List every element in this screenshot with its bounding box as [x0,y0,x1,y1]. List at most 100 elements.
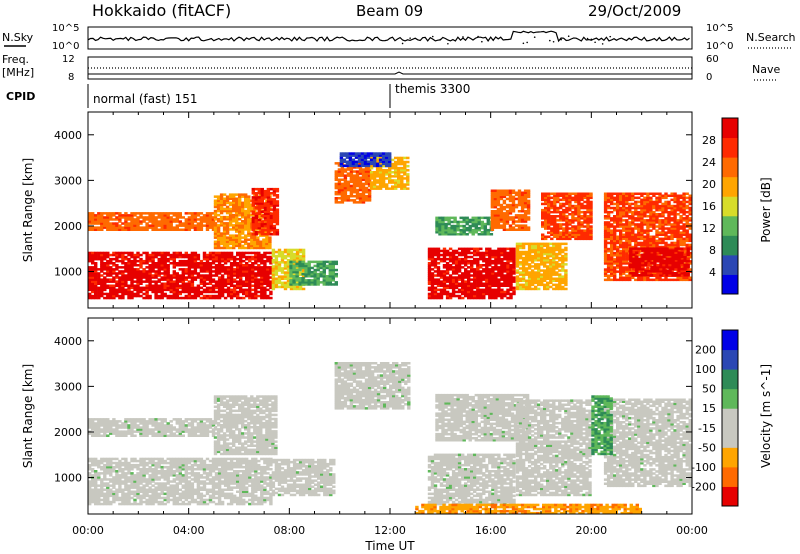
range-time-cell [637,200,641,204]
range-time-cell [263,255,267,259]
range-time-cell [462,231,466,234]
range-time-cell [438,222,442,226]
range-time-cell [124,290,128,294]
range-time-cell [211,251,216,255]
range-time-cell [394,173,398,176]
range-time-cell [476,264,480,267]
range-time-cell [521,242,526,246]
range-time-cell [275,202,280,205]
range-time-cell [391,187,395,190]
range-time-cell [461,247,465,251]
range-time-cell [163,294,167,298]
range-time-cell [127,216,131,219]
range-time-cell [217,294,222,298]
range-time-cell [97,251,101,255]
range-time-cell [172,259,176,263]
range-time-cell [364,180,369,184]
range-time-cell [364,190,369,194]
range-time-cell [277,285,282,289]
range-time-cell [616,245,620,249]
range-time-cell [242,290,246,294]
range-time-cell [130,226,134,229]
range-time-cell [175,262,179,265]
range-time-cell [473,249,477,253]
range-time-cell [506,276,510,279]
range-time-cell [451,286,456,290]
range-time-cell [106,222,110,225]
range-time-cell [187,257,192,261]
range-time-cell [461,296,465,300]
range-time-cell [269,290,273,294]
range-time-cell [274,279,279,282]
range-time-cell [229,280,234,283]
range-time-cell [378,166,383,170]
range-time-cell [229,264,234,267]
range-time-cell [505,189,510,192]
range-time-cell [236,257,240,261]
range-time-cell [181,272,185,275]
range-time-cell [216,203,221,207]
range-time-cell [381,181,386,184]
range-time-cell [369,183,374,186]
range-time-cell [136,226,140,229]
range-time-cell [372,185,377,188]
range-time-cell [364,174,369,177]
range-time-cell [247,209,251,213]
range-time-cell [257,294,261,298]
range-time-cell [229,255,234,259]
range-time-cell [148,284,152,287]
range-time-cell [520,224,525,227]
range-time-cell [142,251,146,255]
range-time-cell [364,182,369,186]
range-time-cell [136,255,140,259]
range-time-cell [193,255,198,259]
range-time-cell [488,259,492,263]
range-time-cell [250,238,254,241]
range-time-cell [471,220,475,224]
range-time-cell [441,220,445,224]
range-time-cell [269,202,274,205]
range-time-cell [223,255,228,259]
range-time-cell [208,212,213,215]
range-time-cell [473,280,477,283]
range-time-cell [214,294,219,298]
range-time-cell [222,226,227,229]
range-time-cell [367,188,372,192]
range-time-cell [263,296,267,300]
range-time-cell [163,268,167,271]
range-time-cell [163,216,167,219]
range-time-cell [124,268,128,271]
range-time-cell [509,251,513,255]
range-time-cell [217,268,222,271]
range-time-cell [251,294,255,298]
range-time-cell [358,178,363,181]
range-time-cell [263,192,268,195]
range-time-cell [199,274,204,277]
range-time-cell [277,279,282,282]
range-time-cell [220,288,225,292]
range-time-cell [295,270,299,274]
range-time-cell [453,231,457,234]
range-time-cell [271,254,276,258]
range-time-cell [233,278,237,281]
range-time-cell [485,274,489,277]
range-time-cell [295,279,299,282]
range-time-cell [451,276,456,279]
range-time-cell [244,193,248,196]
range-time-cell [298,271,303,274]
range-time-cell [436,266,441,269]
range-time-cell [130,282,134,285]
range-time-cell [310,260,314,264]
range-time-cell [301,256,306,260]
range-time-cell [467,292,471,296]
range-time-cell [178,216,182,219]
range-time-cell [115,264,119,267]
range-time-cell [451,251,456,255]
range-time-cell [253,234,257,237]
range-time-cell [202,214,207,217]
range-time-cell [133,224,137,227]
range-time-cell [352,178,357,181]
range-time-cell [357,156,362,159]
range-time-cell [238,246,242,250]
range-time-cell [106,220,110,223]
